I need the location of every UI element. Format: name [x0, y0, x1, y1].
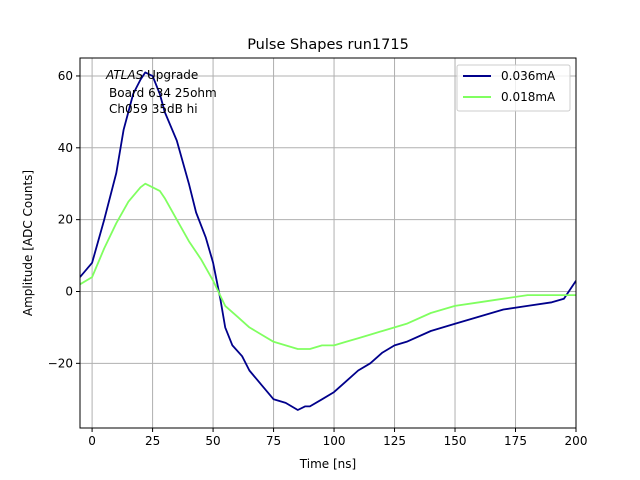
annotation-atlas: ATLAS	[105, 68, 144, 82]
annotation-upgrade: Upgrade	[143, 68, 198, 82]
legend-label-0018ma: 0.018mA	[501, 90, 556, 104]
series-lines	[80, 71, 576, 411]
annotation-line-1: ATLAS Upgrade	[105, 68, 198, 82]
y-axis-label: Amplitude [ADC Counts]	[21, 170, 35, 316]
chart-title: Pulse Shapes run1715	[247, 37, 409, 53]
annotation-line-2: Board 634 25ohm	[109, 86, 217, 100]
legend-label-0036ma: 0.036mA	[501, 69, 556, 83]
x-tick-label: 125	[383, 434, 406, 448]
x-tick-label: 50	[205, 434, 220, 448]
legend: 0.036mA 0.018mA	[456, 64, 571, 112]
x-tick-label: 150	[444, 434, 467, 448]
annotation: ATLAS Upgrade Board 634 25ohm Ch059 35dB…	[105, 68, 217, 116]
series-line-0018ma	[80, 182, 576, 350]
x-tick-label: 25	[145, 434, 160, 448]
x-tick-label: 175	[504, 434, 527, 448]
y-tick-label: 20	[58, 213, 73, 227]
y-tick-label: 0	[65, 284, 73, 298]
y-tick-label: 40	[58, 141, 73, 155]
annotation-line-3: Ch059 35dB hi	[109, 102, 198, 116]
y-tick-label: 60	[58, 69, 73, 83]
x-axis-label: Time [ns]	[299, 457, 356, 471]
x-axis-ticks: 0 25 50 75 100 125 150 175 200	[88, 428, 587, 448]
y-tick-label: −20	[48, 356, 73, 370]
x-tick-label: 100	[323, 434, 346, 448]
y-axis-ticks: −20 0 20 40 60	[48, 69, 80, 370]
plot-frame	[79, 57, 577, 429]
x-tick-label: 200	[565, 434, 588, 448]
x-tick-label: 75	[266, 434, 281, 448]
x-tick-label: 0	[88, 434, 96, 448]
series-line-0036ma	[80, 71, 576, 411]
